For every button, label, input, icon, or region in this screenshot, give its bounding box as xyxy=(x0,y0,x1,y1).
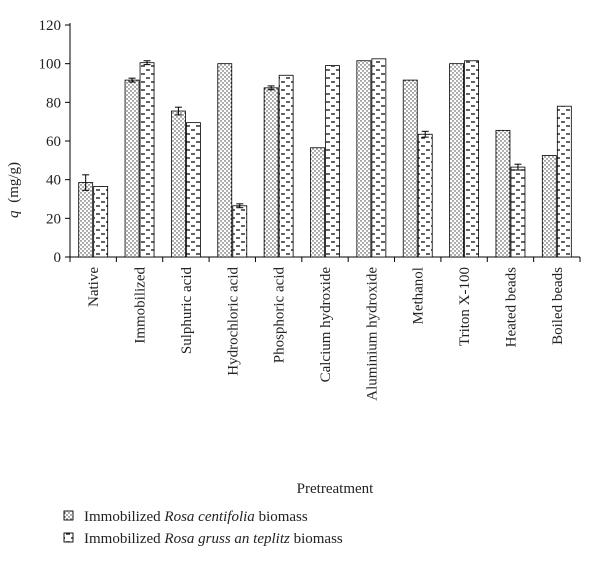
x-tick-label: Hydrochloric acid xyxy=(225,267,241,376)
legend-item: Immobilized Rosa gruss an teplitz biomas… xyxy=(63,531,343,547)
bar-series1-7 xyxy=(402,79,418,258)
legend-label-suffix: biomass xyxy=(290,531,343,547)
bar-series1-6 xyxy=(356,60,372,258)
x-tick-label: Native xyxy=(86,267,102,307)
bar-series1-2 xyxy=(171,110,186,258)
legend-label-species: Rosa centifolia xyxy=(163,509,254,525)
legend-label: Immobilized Rosa centifolia biomass xyxy=(84,509,308,525)
y-tick-label: 100 xyxy=(39,57,62,73)
y-tick-label: 0 xyxy=(54,250,62,266)
legend-label-suffix: biomass xyxy=(255,509,308,525)
bar-series1-0 xyxy=(78,182,94,258)
error-bars xyxy=(82,60,522,209)
x-tick-label: Calcium hydroxide xyxy=(318,267,334,383)
x-tick-labels: Native Immobilized Sulphuric acid Hydrochlo… xyxy=(86,267,566,401)
bar-series2-5 xyxy=(325,65,340,258)
x-tick-label: Heated beads xyxy=(503,267,519,348)
legend-item: Immobilized Rosa centifolia biomass xyxy=(63,509,308,525)
bars xyxy=(78,58,572,258)
x-axis xyxy=(69,256,581,262)
bar-series1-8 xyxy=(449,63,464,258)
legend-label: Immobilized Rosa gruss an teplitz biomas… xyxy=(84,531,343,547)
legend-swatch-dashes xyxy=(63,532,74,543)
y-tick-label: 60 xyxy=(46,134,61,150)
bar-series2-10 xyxy=(556,105,572,258)
y-tick-label: 40 xyxy=(46,173,61,189)
y-axis-label-unit: (mg/g) xyxy=(6,162,22,203)
x-tick-label: Triton X-100 xyxy=(457,267,473,346)
legend-label-species: Rosa gruss an teplitz xyxy=(163,531,290,547)
x-tick-label: Phosphoric acid xyxy=(272,267,288,364)
bar-series2-0 xyxy=(93,186,109,258)
bar-series1-9 xyxy=(495,129,511,258)
bar-series2-9 xyxy=(510,166,526,258)
bar-series2-8 xyxy=(464,60,479,258)
x-tick-label: Immobilized xyxy=(133,267,149,344)
bar-series1-3 xyxy=(217,63,233,258)
bar-series1-1 xyxy=(124,79,140,258)
y-axis-label: q (mg/g) xyxy=(6,162,22,218)
bar-series2-1 xyxy=(139,62,155,258)
legend-swatch-dots xyxy=(63,510,74,521)
bar-series1-5 xyxy=(310,147,325,258)
legend-label-prefix: Immobilized xyxy=(84,509,164,525)
x-tick-label: Methanol xyxy=(411,267,427,325)
y-axis: 0 20 40 60 80 100 120 xyxy=(39,18,71,266)
bar-series2-7 xyxy=(417,133,433,258)
bar-series1-4 xyxy=(263,87,279,258)
y-tick-label: 120 xyxy=(39,18,62,34)
y-tick-label: 20 xyxy=(46,211,61,227)
x-tick-label: Boiled beads xyxy=(550,267,566,345)
bar-series2-3 xyxy=(232,205,248,258)
y-axis-label-symbol: q xyxy=(6,210,22,218)
legend-label-prefix: Immobilized xyxy=(84,531,164,547)
legend: Immobilized Rosa centifolia biomassImmob… xyxy=(63,509,343,547)
bar-series2-2 xyxy=(186,122,201,258)
y-tick-label: 80 xyxy=(46,95,61,111)
x-tick-label: Sulphuric acid xyxy=(179,267,195,355)
bar-series2-4 xyxy=(278,74,294,258)
x-tick-label: Aluminium hydroxide xyxy=(364,267,380,401)
bar-series2-6 xyxy=(371,58,387,258)
bar-series1-10 xyxy=(541,155,557,258)
x-axis-label: Pretreatment xyxy=(297,481,374,497)
